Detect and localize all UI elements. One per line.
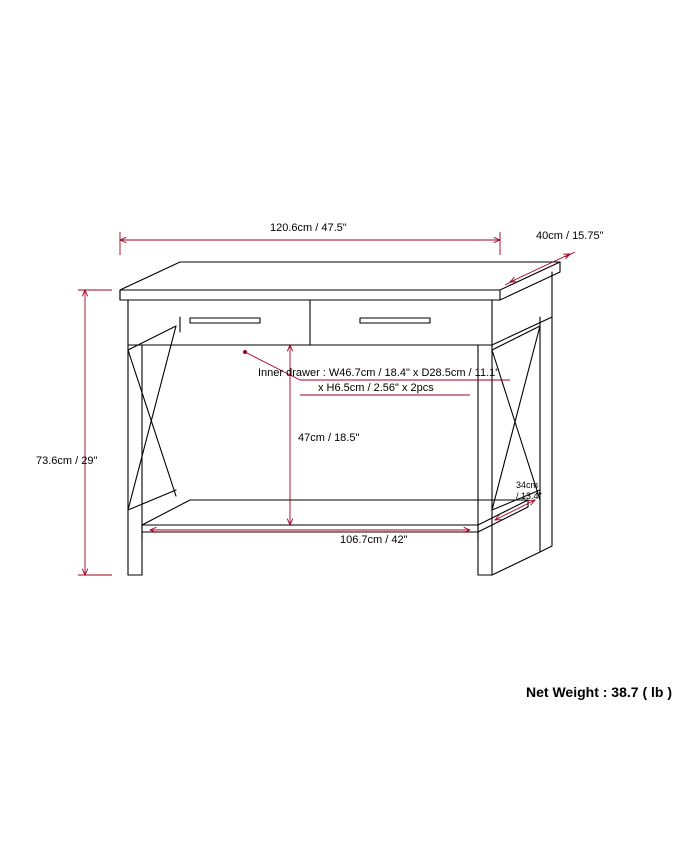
dim-shelf-clear-label: 47cm / 18.5" <box>298 432 359 446</box>
furniture-drawing-svg <box>0 0 700 855</box>
dim-shelf-width-label: 106.7cm / 42" <box>340 534 408 548</box>
inner-drawer-note-line2: x H6.5cm / 2.56" x 2pcs <box>318 382 434 396</box>
shelf-depth-line1: 34cm <box>516 480 538 490</box>
inner-drawer-note-line1: Inner drawer : W46.7cm / 18.4" x D28.5cm… <box>258 367 499 381</box>
shelf-depth-line2: / 13.4" <box>516 491 542 501</box>
table-outline <box>120 262 560 575</box>
net-weight-label: Net Weight : 38.7 ( lb ) <box>526 684 672 700</box>
dim-width-label: 120.6cm / 47.5" <box>270 222 347 236</box>
dimension-lines <box>78 232 575 575</box>
dim-height-label: 73.6cm / 29" <box>36 455 97 469</box>
diagram-stage: 120.6cm / 47.5" 40cm / 15.75" 73.6cm / 2… <box>0 0 700 855</box>
dim-shelf-depth-label: 34cm / 13.4" <box>516 480 542 503</box>
dim-depth-label: 40cm / 15.75" <box>536 230 604 244</box>
